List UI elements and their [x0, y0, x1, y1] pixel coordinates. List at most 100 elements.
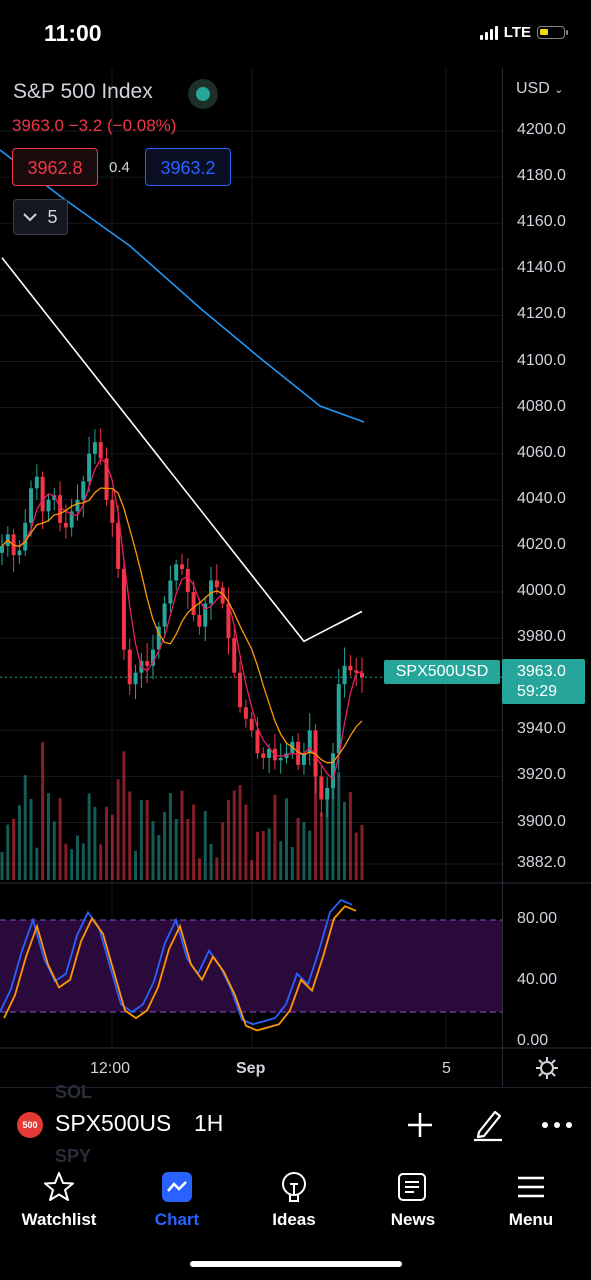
- symbol-logo-badge: 500: [17, 1112, 43, 1138]
- nav-watchlist[interactable]: Watchlist: [4, 1170, 114, 1230]
- volume-bar: [99, 844, 103, 880]
- candle-body: [325, 787, 330, 800]
- volume-bar: [238, 785, 242, 880]
- nav-label: Ideas: [272, 1210, 316, 1229]
- chevron-down-icon: ⌄: [554, 84, 564, 96]
- candle-body: [185, 568, 190, 593]
- volume-bar: [232, 790, 236, 880]
- sell-button[interactable]: 3962.8: [12, 148, 98, 186]
- volume-bar: [186, 818, 190, 880]
- volume-bar: [314, 763, 318, 880]
- volume-bar: [337, 771, 341, 880]
- oscillator-tick-label: 80.00: [517, 910, 558, 927]
- volume-bar: [46, 793, 50, 880]
- gear-icon[interactable]: [534, 1055, 560, 1081]
- volume-bar: [64, 843, 68, 880]
- candle-body: [267, 748, 272, 758]
- candle-body: [342, 665, 347, 685]
- candle-body: [63, 522, 68, 528]
- star-icon: [44, 1172, 74, 1201]
- volume-bar: [296, 817, 300, 880]
- volume-bar: [308, 830, 312, 880]
- volume-bar: [58, 798, 62, 880]
- volume-bar: [203, 811, 207, 880]
- volume-bar: [273, 794, 277, 880]
- nav-menu[interactable]: Menu: [476, 1170, 586, 1230]
- time-tick-label: 5: [442, 1060, 451, 1077]
- axis-divider: [502, 68, 503, 1086]
- oscillator-tick-label: 0.00: [517, 1032, 549, 1049]
- symbol-title[interactable]: S&P 500 Index: [13, 80, 153, 103]
- nav-chart[interactable]: Chart: [122, 1170, 232, 1230]
- volume-bar: [122, 751, 126, 880]
- price-tick-label: 3882.0: [517, 854, 566, 871]
- volume-bar: [87, 793, 91, 880]
- volume-bar: [279, 841, 283, 880]
- candle-body: [203, 603, 208, 627]
- candle-body: [40, 476, 45, 512]
- volume-bar: [290, 846, 294, 880]
- price-tick-label: 4120.0: [517, 305, 566, 323]
- time-tick-label: Sep: [236, 1060, 266, 1077]
- nav-label: Menu: [508, 1210, 554, 1229]
- candle-body: [52, 495, 57, 500]
- price-tick-label: 3900.0: [517, 812, 566, 830]
- volume-bar: [81, 843, 85, 880]
- nav-label: Chart: [154, 1210, 200, 1229]
- symbol-selector[interactable]: SPX500USD: [55, 1110, 170, 1136]
- chart-canvas[interactable]: [0, 68, 591, 1086]
- volume-bar: [255, 831, 259, 880]
- candle-body: [23, 522, 28, 551]
- volume-bar: [134, 850, 138, 880]
- candle-body: [255, 730, 260, 754]
- volume-bar: [12, 818, 16, 880]
- volume-bar: [52, 821, 56, 880]
- volume-bar: [163, 811, 167, 880]
- currency-selector[interactable]: USD ⌄: [516, 80, 563, 98]
- volume-bar: [285, 798, 289, 880]
- more-options-icon[interactable]: [538, 1109, 576, 1141]
- candle-body: [174, 564, 179, 581]
- candle-body: [209, 580, 214, 604]
- candle-body: [220, 587, 225, 604]
- candle-body: [360, 672, 364, 678]
- indicators-toggle-button[interactable]: 5: [13, 199, 68, 235]
- indicators-count: 5: [47, 206, 58, 227]
- candle-body: [238, 672, 243, 708]
- nav-label: News: [390, 1210, 436, 1229]
- volume-bar: [0, 851, 4, 880]
- candle-body: [156, 626, 161, 650]
- currency-label: USD: [516, 80, 550, 97]
- nav-news[interactable]: News: [358, 1170, 468, 1230]
- candle-body: [127, 649, 132, 685]
- interval-selector[interactable]: 1H: [194, 1110, 224, 1136]
- plus-icon[interactable]: [404, 1109, 436, 1141]
- candle-body: [232, 638, 237, 673]
- volume-bar: [151, 821, 155, 880]
- volume-bar: [302, 822, 306, 880]
- price-tick-label: 4060.0: [517, 443, 566, 461]
- chart-icon: [162, 1172, 192, 1202]
- candle-body: [162, 603, 167, 627]
- candle-body: [104, 458, 109, 500]
- candle-body: [191, 592, 196, 616]
- oscillator-k-line: [0, 898, 353, 1026]
- price-tick-label: 4100.0: [517, 351, 566, 369]
- nav-label: Watchlist: [21, 1210, 97, 1229]
- price-tick-label: 4180.0: [517, 167, 566, 185]
- newspaper-icon: [398, 1173, 426, 1201]
- ma-line-white: [1, 257, 363, 643]
- ghost-symbol-above: SOL: [55, 1082, 93, 1102]
- candle-body: [34, 476, 39, 489]
- drawing-pen-icon[interactable]: [471, 1106, 505, 1142]
- buy-button[interactable]: 3963.2: [145, 148, 231, 186]
- volume-bar: [221, 822, 225, 880]
- volume-bar: [17, 805, 21, 880]
- candle-body: [29, 488, 34, 523]
- candle-body: [133, 672, 138, 685]
- status-indicators: LTE: [479, 24, 568, 41]
- volume-bar: [244, 804, 248, 880]
- nav-ideas[interactable]: Ideas: [239, 1170, 349, 1230]
- quote-change: 3963.0 −3.2 (−0.08%): [12, 116, 177, 135]
- volume-bar: [35, 847, 39, 880]
